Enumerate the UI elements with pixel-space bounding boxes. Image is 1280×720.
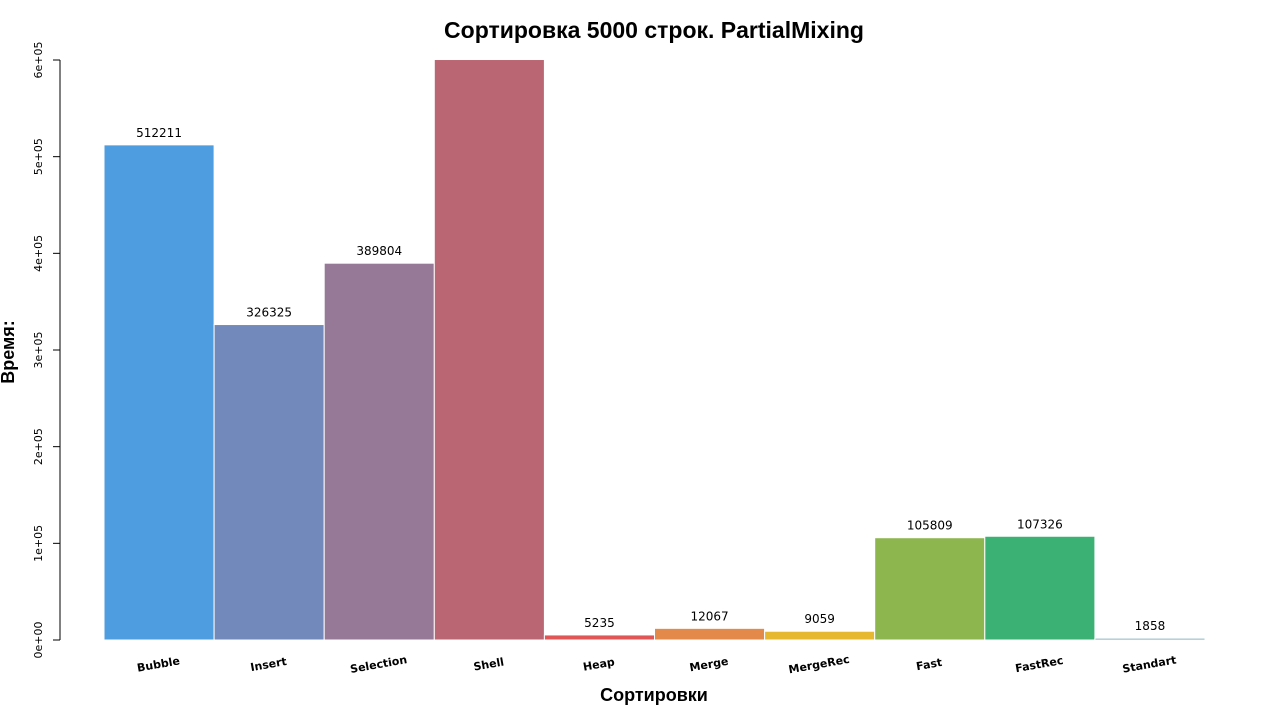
data-label: 12067 [690,609,728,623]
y-tick-label: 4e+05 [32,235,45,272]
data-label: 1858 [1135,619,1166,633]
bar-shell [433,59,545,641]
bars-group [103,59,1206,641]
bar-insert [213,324,325,641]
category-labels-group: Bubble Insert Selection Shell Heap Merge Merge… [136,653,1177,677]
data-label: 389804 [356,244,402,258]
category-label: Standart [1121,653,1177,675]
bar-selection [323,262,435,641]
bar-merge [654,627,766,641]
category-label: Selection [349,653,408,676]
x-axis-title: Сортировки [600,685,708,705]
category-label: MergeRec [788,653,851,677]
data-label: 9059 [804,612,835,626]
category-label: FastRec [1014,654,1064,675]
category-label: Shell [472,655,505,673]
y-axis-title: Время: [0,320,18,384]
data-labels-group: 512211 326325 389804 5235 12067 9059 105809 107… [136,126,1165,633]
bar-fastrec [984,535,1096,641]
bar-fast [874,537,986,641]
data-label: 326325 [246,306,292,320]
category-label: Heap [582,655,616,673]
y-tick-label: 3e+05 [32,332,45,369]
data-label: 107326 [1017,517,1063,531]
bar-mergerec [764,630,876,641]
y-axis-ticks: 0e+00 1e+05 2e+05 3e+05 4e+05 5e+05 6e+05 [32,42,60,659]
y-tick-label: 6e+05 [32,42,45,79]
y-tick-label: 2e+05 [32,428,45,465]
category-label: Insert [249,655,287,674]
data-label: 105809 [907,519,953,533]
data-label: 512211 [136,126,182,140]
chart-title: Сортировка 5000 строк. PartialMixing [444,17,864,43]
category-label: Fast [915,656,943,673]
bar-bubble [103,144,215,641]
y-tick-label: 5e+05 [32,138,45,175]
bar-standart [1094,637,1206,641]
y-tick-label: 0e+00 [32,622,45,659]
data-label: 5235 [584,616,615,630]
bar-heap [543,634,656,641]
category-label: Bubble [136,654,181,674]
y-tick-label: 1e+05 [32,525,45,562]
category-label: Merge [689,655,730,675]
